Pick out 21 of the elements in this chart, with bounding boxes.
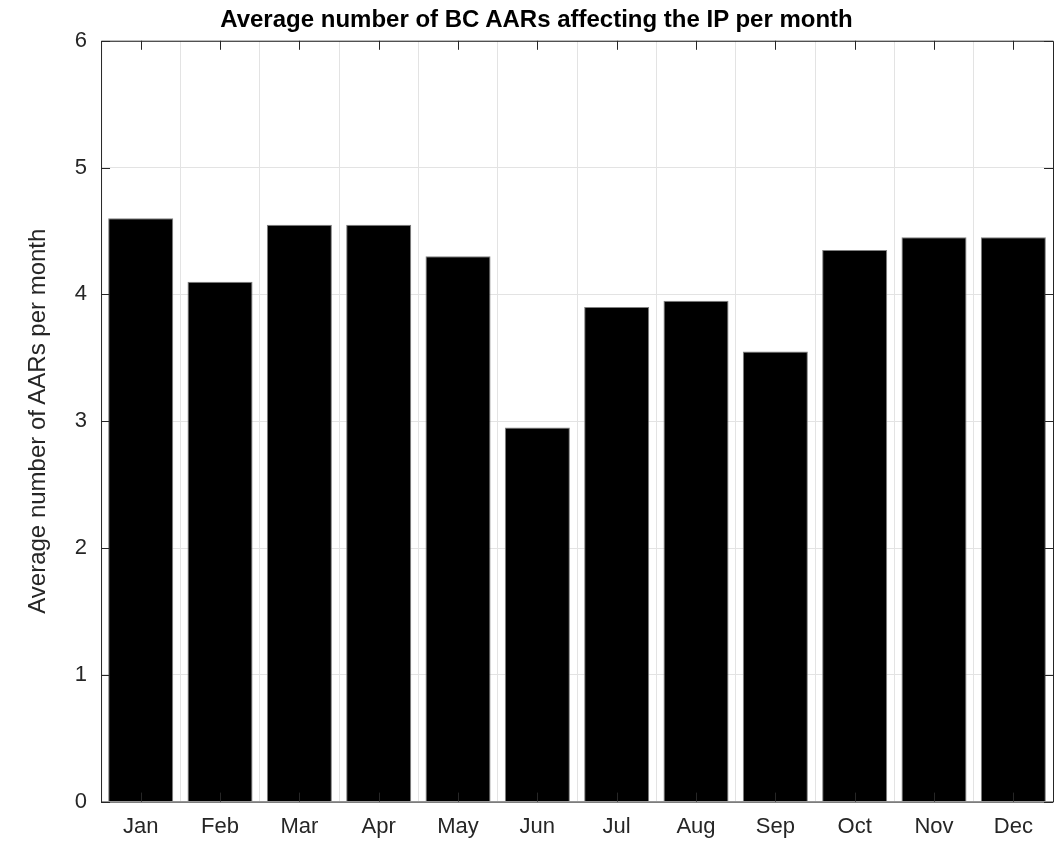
- y-tick-label: 1: [74, 660, 88, 686]
- x-tick-label: Feb: [201, 812, 239, 838]
- x-tick-label: Dec: [993, 812, 1033, 838]
- x-tick-label: Mar: [280, 812, 319, 838]
- x-tick-label: Oct: [837, 812, 872, 838]
- x-tick-label: Nov: [914, 812, 954, 838]
- y-tick-label: 2: [74, 534, 88, 560]
- y-axis-title: Average number of AARs per month: [23, 228, 51, 614]
- x-tick-label: Jul: [602, 812, 631, 838]
- x-tick-label: May: [437, 812, 479, 838]
- y-tick-label: 6: [74, 26, 88, 52]
- y-tick-label: 3: [74, 407, 88, 433]
- chart-title: Average number of BC AARs affecting the IP per month: [220, 5, 853, 33]
- x-tick-label: Jan: [122, 812, 159, 838]
- y-tick-label: 4: [74, 280, 88, 306]
- y-tick-label: 5: [74, 153, 88, 179]
- x-tick-label: Aug: [676, 812, 716, 838]
- x-tick-label: Apr: [361, 812, 396, 838]
- x-tick-label: Jun: [519, 812, 556, 838]
- x-tick-label: Sep: [755, 812, 795, 838]
- y-tick-label: 0: [74, 787, 88, 813]
